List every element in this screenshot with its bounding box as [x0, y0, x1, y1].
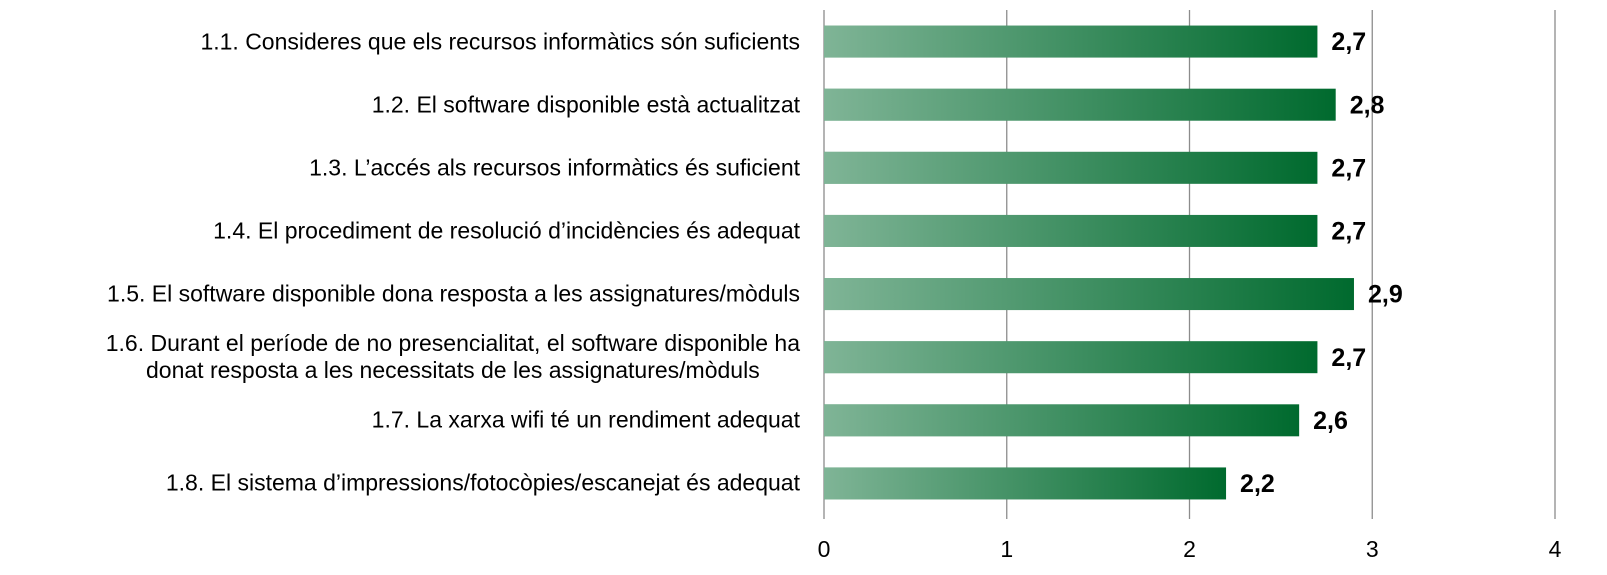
bar-shade	[824, 25, 1318, 58]
x-tick-label: 0	[818, 536, 831, 562]
bar-shade	[824, 404, 1300, 437]
bar-shade	[824, 278, 1354, 311]
y-tick-label: 1.2. El software disponible està actuali…	[371, 91, 800, 118]
value-label: 2,7	[1331, 154, 1366, 182]
y-tick-label: 1.7. La xarxa wifi té un rendiment adequ…	[371, 406, 800, 433]
y-tick-label: 1.5. El software disponible dona respost…	[107, 280, 800, 307]
bar-shade	[824, 214, 1318, 247]
value-label: 2,2	[1240, 470, 1275, 498]
value-label: 2,7	[1331, 218, 1366, 246]
x-tick-label: 3	[1366, 536, 1379, 562]
value-label: 2,7	[1331, 344, 1366, 372]
value-label: 2,8	[1350, 91, 1385, 119]
bar-shade	[824, 151, 1318, 184]
value-label: 2,6	[1313, 407, 1348, 435]
y-tick-label: 1.6. Durant el període de no presenciali…	[105, 330, 800, 384]
x-tick-label: 1	[1000, 536, 1013, 562]
value-label: 2,9	[1368, 281, 1403, 309]
y-tick-label: 1.3. L’accés als recursos informàtics és…	[309, 154, 800, 181]
bar-shade	[824, 341, 1318, 374]
y-tick-label: 1.8. El sistema d’impressions/fotocòpies…	[165, 469, 800, 496]
y-tick-label: 1.4. El procediment de resolució d’incid…	[213, 217, 800, 244]
x-tick-label: 4	[1549, 536, 1562, 562]
bar-shade	[824, 467, 1227, 500]
bar-shade	[824, 88, 1336, 121]
value-label: 2,7	[1331, 28, 1366, 56]
x-tick-label: 2	[1183, 536, 1196, 562]
y-tick-label: 1.1. Consideres que els recursos informà…	[200, 28, 800, 55]
